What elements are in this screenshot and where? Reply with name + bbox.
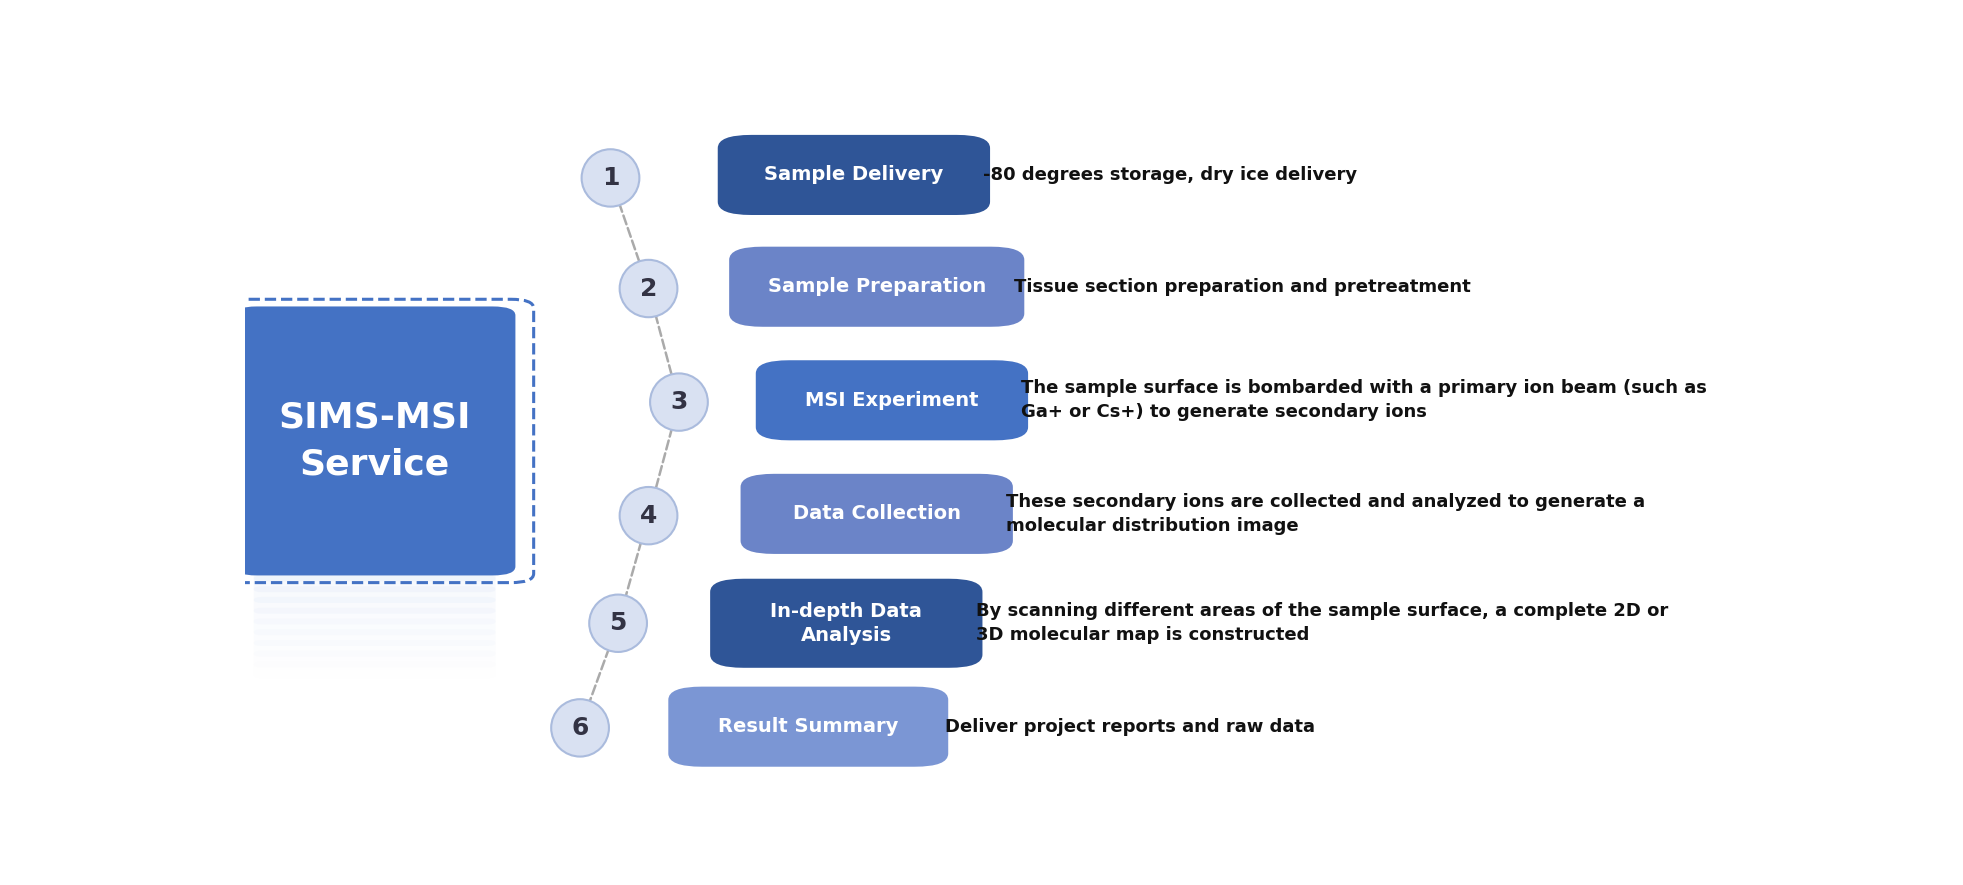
FancyBboxPatch shape xyxy=(740,473,1013,554)
Text: By scanning different areas of the sample surface, a complete 2D or
3D molecular: By scanning different areas of the sampl… xyxy=(976,602,1669,644)
FancyBboxPatch shape xyxy=(253,586,495,603)
Text: 6: 6 xyxy=(571,716,589,740)
FancyBboxPatch shape xyxy=(756,360,1029,441)
FancyBboxPatch shape xyxy=(718,135,989,215)
FancyBboxPatch shape xyxy=(253,575,495,592)
Text: 5: 5 xyxy=(609,612,626,635)
FancyBboxPatch shape xyxy=(253,597,495,613)
Ellipse shape xyxy=(620,487,677,544)
FancyBboxPatch shape xyxy=(667,687,948,766)
Ellipse shape xyxy=(581,150,640,206)
Text: 2: 2 xyxy=(640,276,658,301)
FancyBboxPatch shape xyxy=(234,306,516,575)
Ellipse shape xyxy=(650,373,709,431)
Text: Sample Preparation: Sample Preparation xyxy=(768,277,985,296)
Text: Sample Delivery: Sample Delivery xyxy=(764,165,944,184)
Text: SIMS-MSI
Service: SIMS-MSI Service xyxy=(279,400,471,481)
Text: In-depth Data
Analysis: In-depth Data Analysis xyxy=(769,602,923,644)
Ellipse shape xyxy=(620,260,677,317)
FancyBboxPatch shape xyxy=(253,629,495,646)
FancyBboxPatch shape xyxy=(711,579,982,668)
Ellipse shape xyxy=(552,699,609,757)
Text: Result Summary: Result Summary xyxy=(718,717,899,736)
Text: The sample surface is bombarded with a primary ion beam (such as
Ga+ or Cs+) to : The sample surface is bombarded with a p… xyxy=(1021,379,1708,421)
Text: 1: 1 xyxy=(603,165,618,190)
Text: Tissue section preparation and pretreatment: Tissue section preparation and pretreatm… xyxy=(1013,278,1470,296)
Text: -80 degrees storage, dry ice delivery: -80 degrees storage, dry ice delivery xyxy=(983,166,1356,184)
Text: Data Collection: Data Collection xyxy=(793,504,960,523)
Text: MSI Experiment: MSI Experiment xyxy=(805,391,980,410)
FancyBboxPatch shape xyxy=(253,619,495,635)
Text: Deliver project reports and raw data: Deliver project reports and raw data xyxy=(946,718,1315,735)
Ellipse shape xyxy=(589,595,648,652)
Text: These secondary ions are collected and analyzed to generate a
molecular distribu: These secondary ions are collected and a… xyxy=(1007,493,1645,535)
FancyBboxPatch shape xyxy=(728,247,1025,327)
FancyBboxPatch shape xyxy=(253,608,495,625)
Text: 3: 3 xyxy=(669,390,687,414)
FancyBboxPatch shape xyxy=(253,565,495,581)
Text: 4: 4 xyxy=(640,504,658,527)
